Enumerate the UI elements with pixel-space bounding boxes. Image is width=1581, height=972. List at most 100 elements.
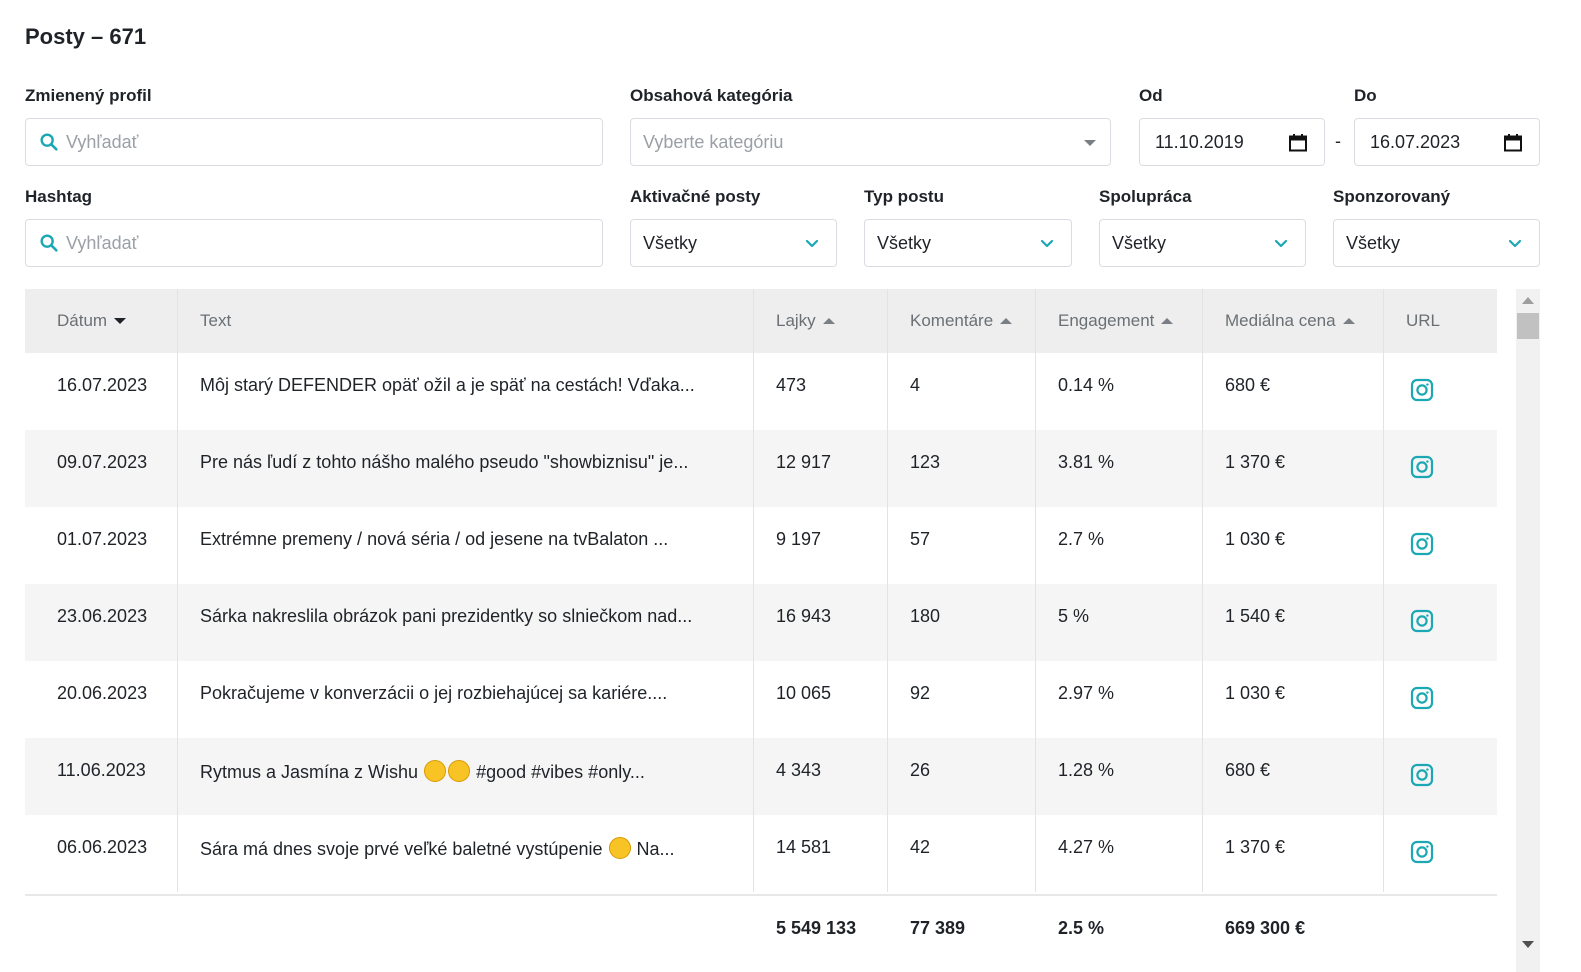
- activation-posts-select[interactable]: Všetky: [630, 219, 837, 267]
- scroll-up-arrow-icon[interactable]: [1522, 297, 1534, 304]
- content-category-placeholder: Vyberte kategóriu: [643, 131, 784, 152]
- content-category-select[interactable]: Vyberte kategóriu: [630, 118, 1111, 166]
- calendar-icon[interactable]: [1503, 133, 1523, 153]
- cell-date: 16.07.2023: [25, 353, 178, 430]
- chevron-down-icon: [805, 239, 819, 248]
- cell-likes: 12 917: [754, 430, 888, 507]
- search-icon: [40, 234, 58, 252]
- cell-text: Môj starý DEFENDER opäť ožil a je späť n…: [178, 353, 754, 430]
- scrollbar-thumb[interactable]: [1517, 313, 1539, 339]
- cell-engagement: 4.27 %: [1036, 815, 1203, 892]
- table-row: 20.06.2023 Pokračujeme v konverzácii o j…: [25, 661, 1497, 738]
- instagram-icon[interactable]: [1410, 840, 1434, 864]
- search-icon: [40, 133, 58, 151]
- instagram-icon[interactable]: [1410, 532, 1434, 556]
- text-part: #good #vibes #only...: [476, 762, 645, 782]
- date-from-label: Od: [1139, 86, 1163, 105]
- cell-text: Extrémne premeny / nová séria / od jesen…: [178, 507, 754, 584]
- hashtag-placeholder: Vyhľadať: [66, 232, 139, 253]
- cell-comments: 57: [888, 507, 1036, 584]
- column-header-likes[interactable]: Lajky: [754, 289, 888, 353]
- hashtag-search-input[interactable]: Vyhľadať: [25, 219, 603, 267]
- totals-empty-cell: [1384, 896, 1497, 972]
- sponsored-select[interactable]: Všetky: [1333, 219, 1540, 267]
- instagram-icon[interactable]: [1410, 609, 1434, 633]
- table-scrollbar[interactable]: [1516, 289, 1540, 972]
- column-header-engagement[interactable]: Engagement: [1036, 289, 1203, 353]
- cell-text: Sára má dnes svoje prvé veľké baletné vy…: [178, 815, 754, 892]
- date-to-label: Do: [1354, 86, 1377, 105]
- totals-empty-cell: [25, 896, 178, 972]
- sponsored-value: Všetky: [1346, 232, 1401, 253]
- date-to-value: 16.07.2023: [1370, 131, 1461, 152]
- date-from-input[interactable]: 11.10.2019: [1139, 118, 1325, 166]
- date-from-value: 11.10.2019: [1155, 131, 1244, 152]
- mentioned-profile-label: Zmienený profil: [25, 86, 152, 105]
- cell-comments: 26: [888, 738, 1036, 815]
- date-to-input[interactable]: 16.07.2023: [1354, 118, 1540, 166]
- totals-empty-cell: [178, 896, 754, 972]
- sort-asc-icon: [1000, 318, 1013, 324]
- activation-posts-value: Všetky: [643, 232, 698, 253]
- collaboration-label: Spolupráca: [1099, 187, 1192, 206]
- cell-likes: 4 343: [754, 738, 888, 815]
- column-header-date[interactable]: Dátum: [25, 289, 178, 353]
- table-row: 09.07.2023 Pre nás ľudí z tohto nášho ma…: [25, 430, 1497, 507]
- cell-date: 06.06.2023: [25, 815, 178, 892]
- total-engagement: 2.5 %: [1058, 918, 1105, 938]
- chevron-down-icon: [1274, 239, 1288, 248]
- cell-likes: 16 943: [754, 584, 888, 661]
- sort-asc-icon: [822, 318, 835, 324]
- sort-asc-icon: [1342, 318, 1355, 324]
- sort-desc-icon: [114, 318, 127, 324]
- cell-text: Pokračujeme v konverzácii o jej rozbieha…: [178, 661, 754, 738]
- hashtag-label: Hashtag: [25, 187, 93, 206]
- calendar-icon[interactable]: [1288, 133, 1308, 153]
- scroll-down-arrow-icon[interactable]: [1522, 941, 1534, 948]
- instagram-icon[interactable]: [1410, 455, 1434, 479]
- total-media-cost: 669 300 €: [1225, 918, 1306, 938]
- instagram-icon[interactable]: [1410, 378, 1434, 402]
- cell-media-cost: 1 030 €: [1203, 507, 1384, 584]
- collaboration-select[interactable]: Všetky: [1099, 219, 1306, 267]
- mentioned-profile-search-input[interactable]: Vyhľadať: [25, 118, 603, 166]
- chevron-down-icon: [1508, 239, 1522, 248]
- grimacing-face-emoji-icon: [608, 837, 631, 859]
- collaboration-value: Všetky: [1112, 232, 1167, 253]
- cell-text: Pre nás ľudí z tohto nášho malého pseudo…: [178, 430, 754, 507]
- column-header-label: Engagement: [1058, 311, 1155, 330]
- text-part: Sára má dnes svoje prvé veľké baletné vy…: [200, 839, 603, 859]
- sunglasses-face-emoji-icon: [448, 760, 471, 782]
- cell-text: Sárka nakreslila obrázok pani prezidentk…: [178, 584, 754, 661]
- cell-url: [1384, 507, 1497, 584]
- cell-url: [1384, 584, 1497, 661]
- sponsored-label: Sponzorovaný: [1333, 187, 1451, 206]
- column-header-label: Mediálna cena: [1225, 311, 1336, 330]
- cell-media-cost: 1 370 €: [1203, 815, 1384, 892]
- post-type-label: Typ postu: [864, 187, 944, 206]
- cell-likes: 473: [754, 353, 888, 430]
- cell-engagement: 5 %: [1036, 584, 1203, 661]
- posts-table: Dátum Text Lajky Komentáre Engagement Me…: [25, 289, 1497, 972]
- cell-url: [1384, 815, 1497, 892]
- mentioned-profile-placeholder: Vyhľadať: [66, 131, 139, 152]
- cell-media-cost: 1 370 €: [1203, 430, 1384, 507]
- column-header-media-cost[interactable]: Mediálna cena: [1203, 289, 1384, 353]
- page-title: Posty – 671: [25, 24, 147, 49]
- post-type-select[interactable]: Všetky: [864, 219, 1072, 267]
- total-likes: 5 549 133: [776, 918, 857, 938]
- cell-media-cost: 680 €: [1203, 738, 1384, 815]
- column-header-label: Text: [200, 311, 232, 330]
- instagram-icon[interactable]: [1410, 763, 1434, 787]
- instagram-icon[interactable]: [1410, 686, 1434, 710]
- column-header-text: Text: [178, 289, 754, 353]
- table-row: 23.06.2023 Sárka nakreslila obrázok pani…: [25, 584, 1497, 661]
- table-totals-row: 5 549 133 77 389 2.5 % 669 300 €: [25, 894, 1497, 972]
- activation-posts-label: Aktivačné posty: [630, 187, 761, 206]
- caret-down-icon: [1084, 140, 1096, 146]
- cell-media-cost: 1 540 €: [1203, 584, 1384, 661]
- column-header-comments[interactable]: Komentáre: [888, 289, 1036, 353]
- text-part: Rytmus a Jasmína z Wishu: [200, 762, 419, 782]
- chevron-down-icon: [1040, 239, 1054, 248]
- cell-url: [1384, 738, 1497, 815]
